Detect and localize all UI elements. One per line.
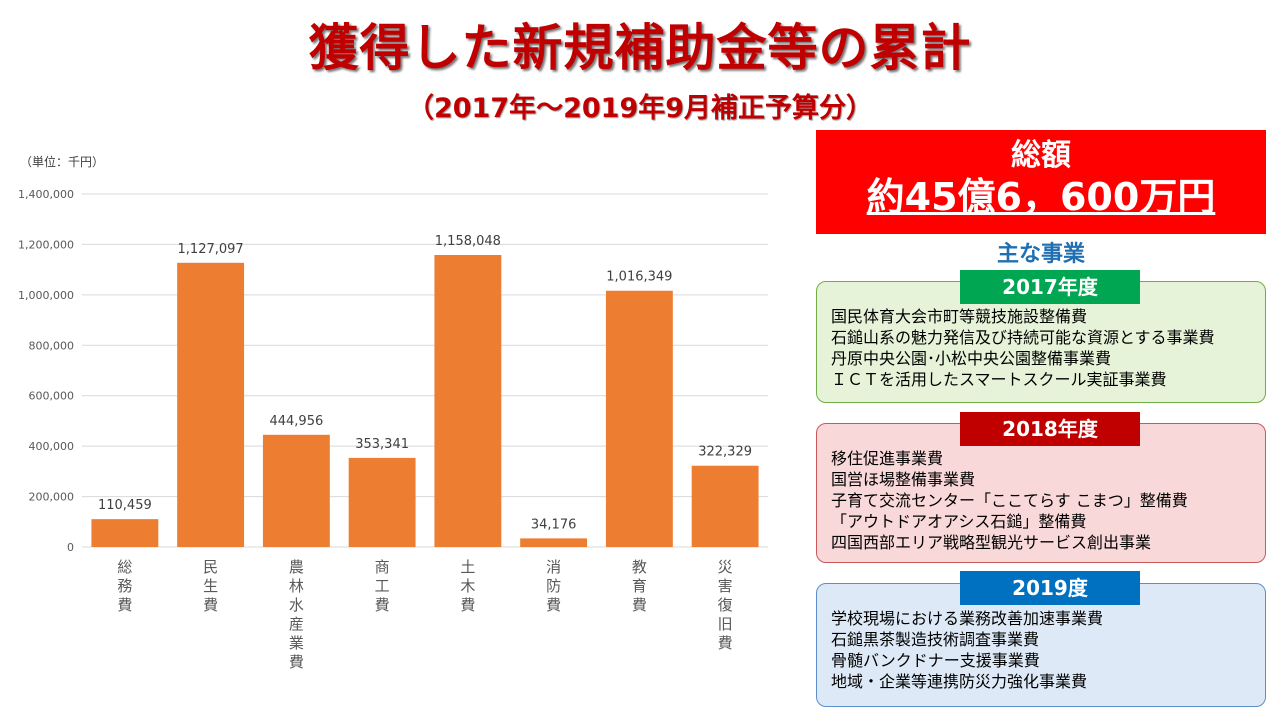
project-item: ＩＣＴを活用したスマートスクール実証事業費 bbox=[831, 370, 1167, 389]
project-item: 移住促進事業費 bbox=[831, 449, 944, 468]
project-item: 「アウトドアオアシス石鎚」整備費 bbox=[831, 512, 1087, 531]
data-label: 1,016,349 bbox=[606, 270, 672, 285]
year-box-2018: 移住促進事業費 国営ほ場整備事業費 子育て交流センター「ここてらす こまつ」整備… bbox=[816, 423, 1266, 563]
bar bbox=[348, 457, 416, 547]
year-label-2019: 2019度 bbox=[960, 571, 1140, 605]
x-tick-label-char: 費 bbox=[546, 596, 561, 614]
y-tick-label: 200,000 bbox=[29, 491, 75, 504]
y-tick-label: 1,200,000 bbox=[18, 238, 74, 251]
data-label: 110,459 bbox=[98, 498, 152, 513]
project-item: 石鎚黒茶製造技術調査事業費 bbox=[831, 630, 1040, 649]
x-tick-label-char: 工 bbox=[375, 577, 390, 595]
x-tick-label-char: 民 bbox=[203, 558, 218, 576]
x-tick-label-char: 費 bbox=[632, 596, 647, 614]
y-tick-label: 800,000 bbox=[29, 339, 75, 352]
data-label: 1,158,048 bbox=[435, 234, 501, 249]
project-item: 石鎚山系の魅力発信及び持続可能な資源とする事業費 bbox=[831, 328, 1215, 347]
x-tick-label-char: 務 bbox=[117, 577, 132, 595]
total-amount-box: 総額 約45億6，600万円 bbox=[816, 130, 1266, 234]
unit-label: （単位：千円） bbox=[20, 154, 104, 169]
data-label: 322,329 bbox=[698, 445, 752, 460]
x-tick-label-char: 農 bbox=[289, 558, 304, 576]
x-tick-label-char: 土 bbox=[460, 558, 475, 576]
bar bbox=[434, 255, 502, 547]
x-tick-label-char: 復 bbox=[718, 596, 733, 614]
x-tick-label-char: 総 bbox=[117, 558, 132, 576]
page-subtitle: （2017年～2019年9月補正予算分） bbox=[406, 93, 874, 124]
x-tick-label-char: 消 bbox=[546, 558, 561, 576]
project-item: 骨髄バンクドナー支援事業費 bbox=[831, 651, 1040, 670]
total-value: 約45億6，600万円 bbox=[866, 175, 1216, 219]
bar bbox=[177, 262, 245, 547]
project-item: 国営ほ場整備事業費 bbox=[831, 470, 976, 489]
x-tick-label-char: 育 bbox=[632, 577, 647, 595]
x-tick-label-char: 災 bbox=[718, 558, 733, 576]
main-projects-heading: 主な事業 bbox=[996, 242, 1085, 267]
y-tick-label: 1,000,000 bbox=[18, 289, 74, 302]
project-item: 子育て交流センター「ここてらす こまつ」整備費 bbox=[831, 491, 1188, 510]
year-label-2018: 2018年度 bbox=[960, 412, 1140, 446]
bar bbox=[262, 434, 330, 547]
x-tick-label-char: 費 bbox=[375, 596, 390, 614]
bar-chart: （単位：千円） 0 200,000 400,000 600,000 800,000 1,00… bbox=[18, 154, 768, 671]
project-item: 四国西部エリア戦略型観光サービス創出事業 bbox=[831, 533, 1152, 552]
y-tick-label: 0 bbox=[67, 541, 74, 554]
bar bbox=[520, 538, 588, 547]
data-label: 353,341 bbox=[355, 437, 409, 452]
page-title: 獲得した新規補助金等の累計 bbox=[308, 19, 972, 77]
y-tick-label: 1,400,000 bbox=[18, 188, 74, 201]
x-tick-label-char: 教 bbox=[632, 558, 647, 576]
project-item: 丹原中央公園･小松中央公園整備事業費 bbox=[831, 349, 1112, 368]
x-tick-label-char: 水 bbox=[289, 596, 304, 614]
x-tick-label-char: 生 bbox=[203, 577, 218, 595]
x-tick-label-char: 商 bbox=[375, 558, 390, 576]
x-tick-label-char: 林 bbox=[289, 577, 304, 595]
bar bbox=[91, 519, 159, 547]
x-tick-label-char: 費 bbox=[460, 596, 475, 614]
x-tick-label-char: 費 bbox=[289, 653, 304, 671]
x-tick-label-char: 費 bbox=[117, 596, 132, 614]
y-tick-label: 400,000 bbox=[29, 440, 75, 453]
data-label: 34,176 bbox=[531, 517, 577, 532]
project-item: 地域・企業等連携防災力強化事業費 bbox=[831, 672, 1088, 691]
x-tick-label-char: 旧 bbox=[718, 615, 733, 633]
bar bbox=[691, 465, 759, 547]
project-item: 学校現場における業務改善加速事業費 bbox=[831, 609, 1104, 628]
total-label: 総額 bbox=[1011, 138, 1071, 173]
y-tick-label: 600,000 bbox=[29, 390, 75, 403]
x-tick-label-char: 防 bbox=[546, 577, 561, 595]
x-tick-label-char: 木 bbox=[460, 577, 475, 595]
x-tick-label-char: 費 bbox=[203, 596, 218, 614]
x-tick-label-char: 害 bbox=[718, 577, 733, 595]
data-label: 444,956 bbox=[269, 414, 323, 429]
x-tick-label-char: 費 bbox=[718, 634, 733, 652]
bar bbox=[605, 290, 673, 547]
x-tick-label-char: 業 bbox=[289, 634, 304, 652]
data-label: 1,127,097 bbox=[178, 242, 244, 257]
project-item: 国民体育大会市町等競技施設整備費 bbox=[831, 307, 1088, 326]
year-label-2017: 2017年度 bbox=[960, 270, 1140, 304]
x-tick-label-char: 産 bbox=[289, 615, 304, 633]
